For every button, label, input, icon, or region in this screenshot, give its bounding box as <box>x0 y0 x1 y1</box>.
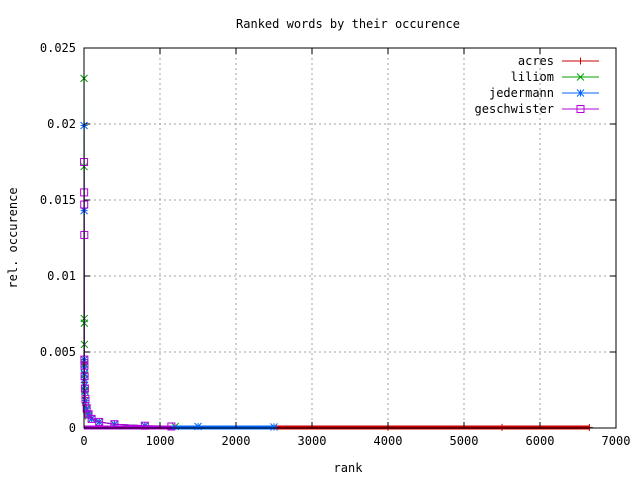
data-point <box>577 57 584 65</box>
data-point <box>87 414 96 423</box>
series-line <box>83 78 176 427</box>
data-point <box>140 421 149 430</box>
x-tick-label: 3000 <box>298 434 327 448</box>
y-axis: 0 0.005 0.01 0.015 0.02 0.025 <box>40 41 616 435</box>
y-axis-label: rel. occurence <box>6 187 20 288</box>
data-point <box>81 395 90 404</box>
y-tick-label: 0 <box>69 421 76 435</box>
data-point <box>95 417 104 426</box>
y-tick-label: 0.025 <box>40 41 76 55</box>
grid <box>84 48 616 428</box>
y-tick-label: 0.005 <box>40 345 76 359</box>
x-tick-label: 6000 <box>526 434 555 448</box>
chart-title: Ranked words by their occurence <box>236 17 460 31</box>
legend-item-liliom: liliom <box>511 70 599 84</box>
data-point <box>498 423 506 431</box>
x-tick-label: 5000 <box>450 434 479 448</box>
x-tick-label: 4000 <box>374 434 403 448</box>
data-point <box>80 372 89 381</box>
x-tick-label: 7000 <box>602 434 631 448</box>
x-axis-label: rank <box>334 461 364 475</box>
series-liliom <box>80 74 180 431</box>
y-tick-label: 0.015 <box>40 193 76 207</box>
data-point <box>576 105 585 113</box>
legend-item-geschwister: geschwister <box>475 102 599 116</box>
data-point <box>167 422 176 431</box>
series-line <box>83 161 172 427</box>
data-point <box>80 384 89 393</box>
data-point <box>194 422 202 431</box>
legend-label: geschwister <box>475 102 554 116</box>
x-axis: 0 1000 2000 3000 4000 5000 6000 7000 <box>80 48 630 448</box>
data-point <box>576 89 585 97</box>
data-point <box>576 73 585 81</box>
x-tick-label: 2000 <box>222 434 251 448</box>
series-layer <box>80 74 593 432</box>
legend-label: liliom <box>511 70 554 84</box>
legend-label: acres <box>518 54 554 68</box>
data-point <box>82 404 91 413</box>
y-tick-label: 0.02 <box>47 117 76 131</box>
legend-label: jedermann <box>489 86 554 100</box>
legend-item-acres: acres <box>518 54 599 68</box>
series-geschwister <box>80 158 176 431</box>
y-tick-label: 0.01 <box>47 269 76 283</box>
legend: acres liliom jedermann geschwister <box>475 54 599 116</box>
plot-frame <box>83 47 617 429</box>
series-acres <box>80 356 593 432</box>
legend-item-jedermann: jedermann <box>489 86 599 100</box>
x-tick-label: 1000 <box>146 434 175 448</box>
x-tick-label: 0 <box>80 434 87 448</box>
data-point <box>270 423 278 431</box>
